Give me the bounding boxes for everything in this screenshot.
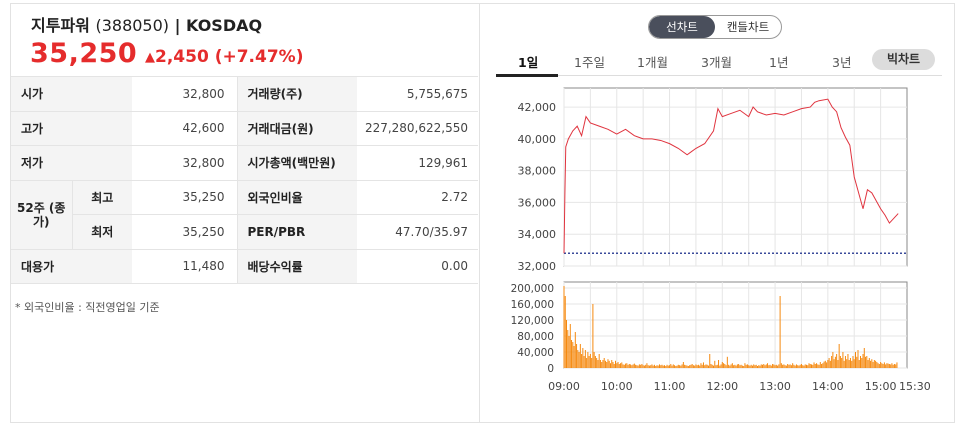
stock-code: (388050) [95, 16, 170, 35]
volume-axis-label: 120,000 [511, 315, 554, 327]
tab-1day[interactable]: 1일 [518, 55, 539, 70]
panel-divider [479, 3, 480, 423]
substitute-value: 11,480 [132, 248, 237, 284]
tab-1month[interactable]: 1개월 [637, 55, 668, 70]
foreign-ratio-label: 외국인비율 [236, 179, 357, 215]
table-row: 52주 (종가) 최고 35,250 외국인비율 2.72 [11, 179, 478, 250]
stock-title: 지투파워 (388050) | KOSDAQ [31, 12, 262, 36]
low-label: 저가 [11, 145, 132, 181]
time-axis-label: 13:00 [759, 380, 791, 393]
volume-axis-label: 40,000 [517, 347, 554, 359]
high-label: 고가 [11, 110, 132, 146]
time-axis-label: 14:00 [812, 380, 844, 393]
volume-axis-label: 160,000 [511, 299, 554, 311]
time-axis-label: 15:30 [899, 380, 931, 393]
dividend-label: 배당수익률 [236, 248, 357, 284]
price-axis-label: 40,000 [518, 133, 557, 146]
volume-label: 거래량(주) [236, 76, 357, 112]
time-axis-label: 15:00 [865, 380, 897, 393]
price-change: ▲2,450 (+7.47%) [145, 47, 303, 67]
dividend-value: 0.00 [357, 248, 478, 284]
open-value: 32,800 [132, 76, 237, 112]
price-axis-label: 36,000 [518, 196, 557, 209]
per-pbr-value: 47.70/35.97 [357, 214, 478, 250]
table-row: 최저 35,250 PER/PBR 47.70/35.97 [11, 214, 478, 250]
time-axis-label: 10:00 [601, 380, 633, 393]
volume-axis-label: 80,000 [517, 331, 554, 343]
week52-low-label: 최저 [72, 214, 132, 250]
tab-3year[interactable]: 3년 [832, 55, 852, 70]
price-axis-label: 34,000 [518, 228, 557, 241]
open-label: 시가 [11, 76, 132, 112]
table-row: 시가 32,800 거래량(주) 5,755,675 [11, 76, 478, 112]
week52-high-value: 35,250 [132, 179, 237, 215]
price-axis-label: 38,000 [518, 165, 557, 178]
week52-label: 52주 (종가) [11, 179, 73, 250]
big-chart-button[interactable]: 빅차트 [872, 49, 935, 70]
chart-type-toggle[interactable]: 선차트 캔들차트 [648, 15, 782, 39]
low-value: 32,800 [132, 145, 237, 181]
volume-value: 5,755,675 [357, 76, 478, 112]
volume-axis-label: 0 [547, 363, 554, 375]
price-line [563, 98, 899, 254]
time-axis-label: 12:00 [706, 380, 738, 393]
candle-chart-toggle[interactable]: 캔들차트 [726, 20, 770, 34]
line-chart-toggle[interactable]: 선차트 [649, 16, 715, 38]
stock-market: KOSDAQ [186, 16, 263, 35]
price-axis-label: 42,000 [518, 101, 557, 114]
up-triangle-icon: ▲ [145, 50, 155, 65]
per-pbr-label: PER/PBR [236, 214, 357, 250]
week52-high-label: 최고 [72, 179, 132, 215]
foreign-ratio-value: 2.72 [357, 179, 478, 215]
market-cap-label: 시가총액(백만원) [236, 145, 357, 181]
tab-1week[interactable]: 1주일 [574, 55, 605, 70]
active-tab-indicator [496, 74, 558, 77]
amount-value: 227,280,622,550 [357, 110, 478, 146]
volume-plot-frame [563, 281, 908, 369]
foreign-ratio-note: * 외국인비율 : 직전영업일 기준 [15, 301, 160, 314]
current-price: 35,250 [30, 38, 138, 69]
period-tabs: 1일 1주일 1개월 3개월 1년 3년 빅차트 [496, 48, 942, 77]
price-axis-label: 32,000 [518, 260, 557, 273]
high-value: 42,600 [132, 110, 237, 146]
title-separator: | [169, 16, 187, 35]
market-cap-value: 129,961 [357, 145, 478, 181]
intraday-chart: 42,000 40,000 38,000 36,000 34,000 32,000 200,… [511, 87, 931, 393]
time-axis-label: 09:00 [548, 380, 580, 393]
table-row: 고가 42,600 거래대금(원) 227,280,622,550 [11, 110, 478, 146]
time-axis-label: 11:00 [654, 380, 686, 393]
table-row: 대용가 11,480 배당수익률 0.00 [11, 248, 478, 284]
stock-info-table: 시가 32,800 거래량(주) 5,755,675 고가 42,600 거래대… [11, 76, 478, 284]
amount-label: 거래대금(원) [236, 110, 357, 146]
volume-axis-label: 200,000 [511, 283, 554, 295]
change-percent: (+7.47%) [214, 47, 304, 67]
change-amount: 2,450 [155, 47, 209, 67]
stock-panel [10, 3, 955, 423]
week52-low-value: 35,250 [132, 214, 237, 250]
stock-name: 지투파워 [31, 16, 90, 35]
tab-1year[interactable]: 1년 [769, 55, 789, 70]
substitute-label: 대용가 [11, 248, 132, 284]
price-plot-frame [563, 87, 908, 267]
tab-3month[interactable]: 3개월 [701, 55, 732, 70]
table-row: 저가 32,800 시가총액(백만원) 129,961 [11, 145, 478, 181]
